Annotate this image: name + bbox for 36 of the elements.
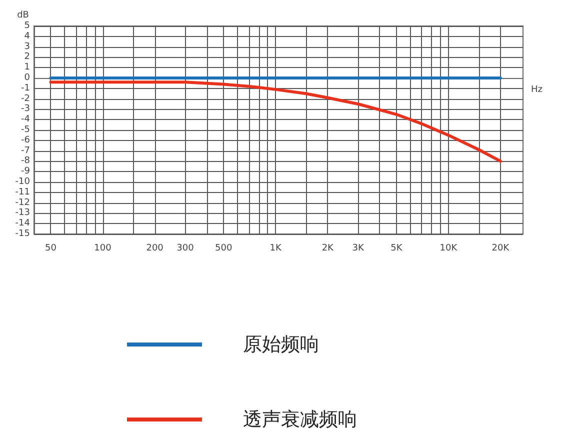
y-tick-label: -5 (21, 125, 30, 135)
y-tick-label: -2 (21, 94, 30, 104)
x-axis-title: Hz (531, 85, 543, 95)
y-tick-label: -7 (21, 146, 30, 156)
y-tick-label: -6 (21, 135, 30, 146)
x-tick-label: 500 (214, 244, 232, 254)
x-tick-label: 50 (45, 244, 57, 254)
y-tick-label: -3 (21, 104, 30, 114)
y-tick-label: 4 (24, 31, 30, 42)
y-tick-label: 5 (24, 21, 30, 31)
y-tick-label: -4 (21, 114, 30, 125)
legend-label: 透声衰减频响 (243, 408, 357, 430)
y-tick-label: -11 (15, 187, 30, 198)
legend-label: 原始频响 (243, 334, 319, 356)
x-tick-label: 2K (322, 244, 335, 254)
y-tick-label: -1 (21, 83, 30, 94)
x-tick-label: 100 (94, 244, 112, 254)
x-tick-label: 20K (492, 244, 510, 254)
x-tick-label: 3K (352, 244, 365, 254)
x-tick-label: 200 (146, 244, 164, 254)
y-tick-label: 2 (24, 52, 30, 62)
x-tick-label: 300 (176, 244, 194, 254)
y-tick-label: 1 (24, 62, 30, 73)
x-tick-label: 1K (270, 244, 283, 254)
y-tick-label: -13 (15, 208, 30, 218)
y-tick-label: -9 (21, 166, 30, 177)
x-tick-label: 5K (390, 244, 404, 254)
y-tick-label: -14 (15, 218, 30, 229)
y-tick-label: -15 (15, 229, 30, 239)
y-axis-title: dB (17, 10, 29, 20)
y-tick-label: 0 (24, 73, 30, 83)
y-tick-label: -10 (15, 177, 30, 187)
y-tick-label: 3 (24, 42, 30, 52)
y-tick-label: -12 (15, 198, 30, 208)
x-tick-label: 10K (440, 244, 458, 254)
y-tick-label: -8 (21, 156, 30, 166)
